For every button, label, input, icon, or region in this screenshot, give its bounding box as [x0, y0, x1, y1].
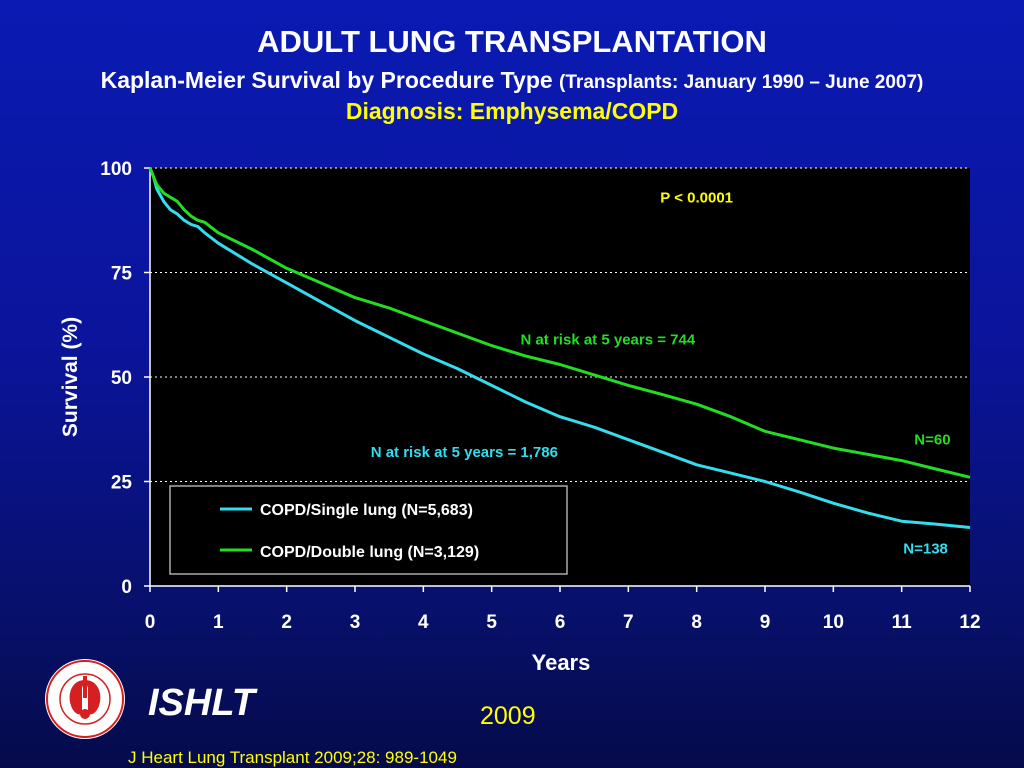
chart-annotation: N at risk at 5 years = 744 — [520, 331, 695, 348]
x-tick-label: 1 — [213, 612, 224, 633]
legend-box — [169, 485, 568, 575]
x-tick-label: 2 — [281, 612, 292, 633]
chart-annotation: N=60 — [914, 432, 950, 449]
series-line-double-lung — [148, 167, 971, 479]
y-tick-label: 50 — [111, 368, 132, 389]
x-tick-label: 4 — [418, 612, 429, 633]
legend-label-double-lung: COPD/Double lung (N=3,129) — [260, 544, 479, 561]
chart-annotation: P < 0.0001 — [660, 189, 733, 206]
x-tick-label: 7 — [623, 612, 634, 633]
x-tick-label: 3 — [350, 612, 361, 633]
series-layer — [148, 167, 971, 529]
legend-label-single-lung: COPD/Single lung (N=5,683) — [260, 502, 473, 519]
x-tick-label: 9 — [760, 612, 771, 633]
slide-title: ADULT LUNG TRANSPLANTATION — [257, 24, 767, 59]
chart-annotation: N=138 — [903, 540, 948, 557]
slide-subtitle: Kaplan-Meier Survival by Procedure Type … — [0, 67, 1024, 94]
y-tick-label: 25 — [111, 473, 133, 494]
diagnosis-label: Diagnosis: Emphysema/COPD — [345, 98, 679, 124]
publication-year: 2009 — [480, 702, 536, 730]
chart-annotation: N at risk at 5 years = 1,786 — [371, 444, 558, 461]
subtitle-detail: (Transplants: January 1990 – June 2007) — [559, 72, 924, 93]
citation: J Heart Lung Transplant 2009;28: 989-104… — [128, 748, 457, 767]
x-tick-label: 11 — [892, 612, 913, 633]
grid-lines — [150, 167, 970, 482]
subtitle-main: Kaplan-Meier Survival by Procedure Type — [100, 67, 553, 93]
y-tick-label: 75 — [111, 264, 133, 285]
legend: COPD/Single lung (N=5,683) COPD/Double l… — [169, 485, 568, 575]
y-axis-label: Survival (%) — [59, 317, 82, 437]
x-tick-label: 12 — [959, 612, 980, 633]
x-tick-label: 6 — [555, 612, 566, 633]
x-axis-label: Years — [532, 650, 591, 675]
annotation-layer: P < 0.0001 N at risk at 5 years = 744 N at… — [371, 189, 951, 557]
ishlt-logo — [45, 659, 125, 739]
org-name: ISHLT — [148, 682, 255, 724]
x-tick-label: 5 — [486, 612, 497, 633]
y-tick-label: 0 — [121, 577, 132, 598]
y-tick-label: 100 — [100, 159, 132, 180]
x-tick-label: 10 — [823, 612, 844, 633]
series-line-single-lung — [148, 167, 971, 529]
x-tick-label: 0 — [145, 612, 156, 633]
x-tick-label: 8 — [691, 612, 702, 633]
